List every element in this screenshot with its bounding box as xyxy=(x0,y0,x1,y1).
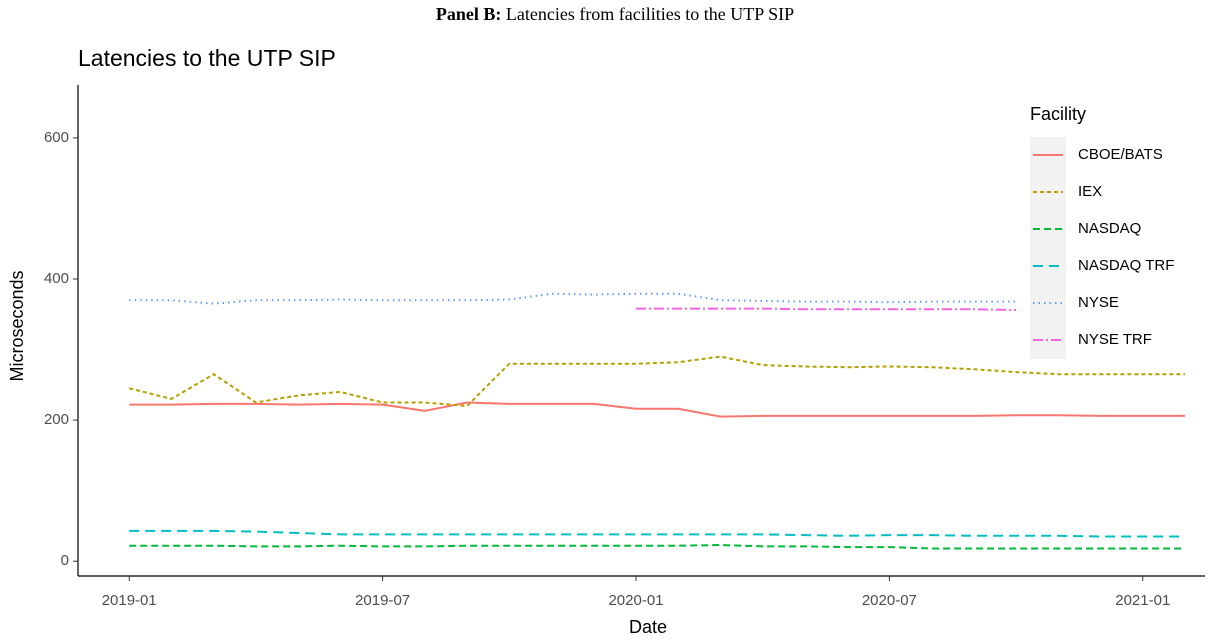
legend-key-bg xyxy=(1030,285,1066,322)
x-tick-label: 2021-01 xyxy=(1115,592,1170,609)
y-tick-label: 400 xyxy=(44,270,69,287)
x-tick-label: 2019-01 xyxy=(102,592,157,609)
series-line xyxy=(129,543,1185,550)
series-line xyxy=(129,292,1017,305)
y-tick-label: 0 xyxy=(61,552,69,569)
legend-label: NASDAQ xyxy=(1078,220,1141,237)
series-line xyxy=(129,401,1185,418)
x-tick-label: 2020-01 xyxy=(608,592,663,609)
caption: Panel B: Latencies from facilities to th… xyxy=(436,4,794,24)
legend-label: CBOE/BATS xyxy=(1078,146,1163,163)
x-axis-label: Date xyxy=(629,617,667,637)
series-line xyxy=(129,529,1185,538)
legend-label: NYSE TRF xyxy=(1078,331,1152,348)
legend-title: Facility xyxy=(1030,104,1086,124)
y-tick-label: 200 xyxy=(44,411,69,428)
legend-label: NASDAQ TRF xyxy=(1078,257,1174,274)
panel-label: Panel B: xyxy=(436,4,502,24)
caption-text: Latencies from facilities to the UTP SIP xyxy=(506,4,794,24)
y-tick-label: 600 xyxy=(44,129,69,146)
chart-title: Latencies to the UTP SIP xyxy=(78,45,336,71)
legend-label: NYSE xyxy=(1078,294,1119,311)
legend-label: IEX xyxy=(1078,183,1102,200)
x-tick-label: 2019-07 xyxy=(355,592,410,609)
y-axis-label: Microseconds xyxy=(7,270,27,381)
series-line xyxy=(636,307,1017,311)
series-line xyxy=(128,355,1185,408)
x-tick-label: 2020-07 xyxy=(862,592,917,609)
